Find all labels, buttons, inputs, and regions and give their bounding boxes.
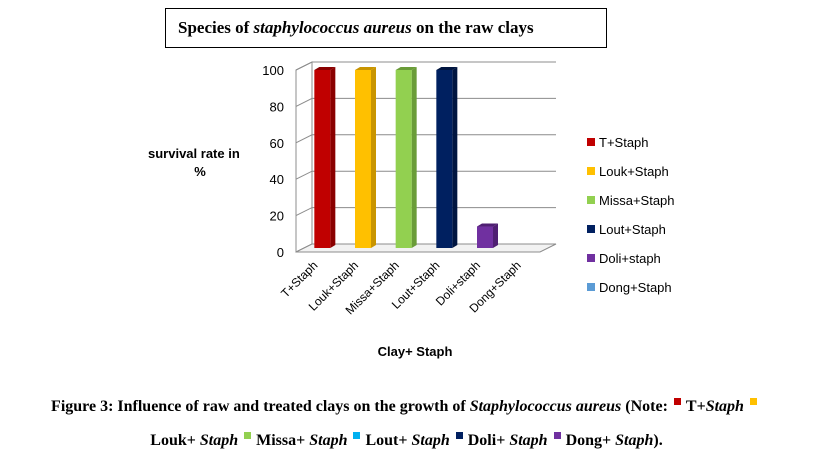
gridline: [295, 170, 556, 180]
caption-item-name: Louk+: [150, 432, 200, 449]
bar-side: [371, 67, 376, 248]
caption-item-italic: Staph: [199, 432, 239, 449]
bar: [355, 70, 371, 248]
bar-top: [436, 67, 458, 70]
y-axis-label: survival rate in %: [140, 145, 260, 181]
legend: T+Staph Louk+Staph Missa+Staph Lout+Stap…: [583, 128, 675, 302]
bar-top: [355, 67, 376, 70]
caption-prefix: Figure 3: Influence of raw and treated c…: [51, 398, 470, 415]
legend-item: Lout+Staph: [583, 215, 675, 244]
legend-item: Doli+staph: [583, 244, 675, 273]
bar: [477, 226, 493, 248]
legend-item: Missa+Staph: [583, 186, 675, 215]
legend-label: Louk+Staph: [599, 164, 669, 179]
caption-swatch: [353, 432, 361, 439]
gridline: [295, 97, 556, 107]
legend-swatch: [587, 283, 595, 291]
bar: [436, 70, 453, 248]
bar-top: [477, 223, 498, 227]
legend-swatch: [587, 196, 595, 204]
figure-caption-line-2: Louk+ Staph Missa+ Staph Lout+ Staph Doli+ …: [0, 432, 813, 450]
caption-item-name: Doli+: [467, 432, 510, 449]
bar-side: [493, 223, 498, 248]
bar: [395, 70, 412, 248]
x-axis-label: Clay+ Staph: [377, 344, 453, 359]
caption-item-name: T+: [685, 398, 706, 415]
legend-swatch: [587, 138, 595, 146]
caption-note-open: (Note:: [621, 398, 668, 415]
legend-swatch: [587, 254, 595, 262]
y-tick-label: 40: [270, 172, 284, 187]
bar: [314, 70, 331, 248]
bar-side: [411, 67, 417, 248]
caption-species: Staphylococcus aureus: [469, 398, 622, 415]
legend-label: Doli+staph: [599, 251, 661, 266]
caption-item-italic: Staph: [705, 398, 744, 415]
caption-swatch: [244, 432, 252, 439]
chart-title-pre: Species of: [178, 18, 254, 37]
caption-item-name: Missa+: [256, 432, 310, 449]
legend-label: Lout+Staph: [599, 222, 666, 237]
legend-label: Missa+Staph: [599, 193, 675, 208]
y-axis-label-line1: survival rate in: [148, 146, 240, 161]
caption-close: ).: [653, 432, 663, 449]
chart-title-species: staphylococcus aureus: [253, 18, 412, 37]
bar-side: [452, 67, 458, 248]
y-tick-label: 100: [262, 63, 284, 78]
chart-side-wall: [295, 61, 313, 253]
caption-item-name: Dong+: [565, 432, 616, 449]
caption-item-italic: Staph: [509, 432, 548, 449]
caption-item-italic: Staph: [615, 432, 654, 449]
legend-item: Louk+Staph: [583, 157, 675, 186]
legend-item: Dong+Staph: [583, 273, 675, 302]
bar-top: [395, 67, 417, 70]
legend-item: T+Staph: [583, 128, 675, 157]
caption-swatch: [455, 432, 463, 439]
chart-title-post: on the raw clays: [411, 18, 534, 37]
caption-item-italic: Staph: [309, 432, 348, 449]
y-tick-label: 60: [270, 136, 284, 151]
caption-swatch: [749, 398, 757, 405]
legend-swatch: [587, 167, 595, 175]
legend-swatch: [587, 225, 595, 233]
bar-side: [330, 67, 336, 248]
caption-swatch: [553, 432, 561, 439]
y-tick-label: 0: [277, 245, 284, 260]
y-tick-label: 20: [270, 209, 284, 224]
bar-top: [314, 67, 336, 70]
chart-title: Species of staphylococcus aureus on the …: [165, 8, 607, 48]
legend-label: Dong+Staph: [599, 280, 672, 295]
caption-swatch: [673, 398, 681, 405]
figure-caption-line-1: Figure 3: Influence of raw and treated c…: [0, 398, 813, 416]
caption-item-italic: Staph: [411, 432, 450, 449]
gridline: [295, 134, 556, 144]
caption-item-name: Lout+: [365, 432, 412, 449]
gridline: [295, 207, 556, 217]
legend-label: T+Staph: [599, 135, 649, 150]
y-tick-label: 80: [270, 99, 284, 114]
gridline: [295, 61, 556, 71]
y-axis-label-line2: %: [194, 164, 206, 179]
